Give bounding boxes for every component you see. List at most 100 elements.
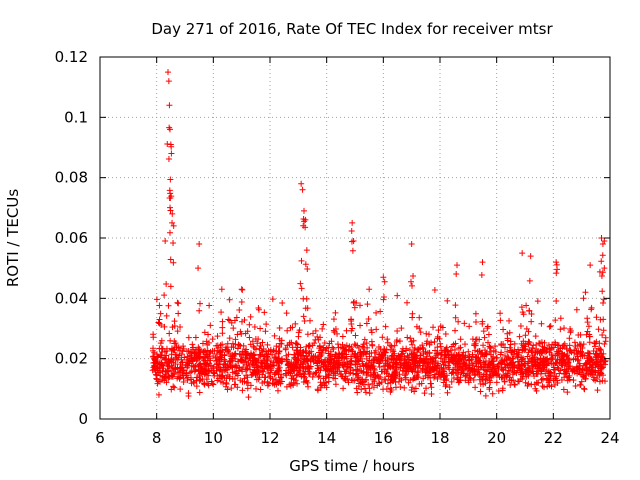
data-point xyxy=(154,365,161,372)
data-point xyxy=(343,351,350,358)
data-point xyxy=(356,302,363,309)
y-axis-label: ROTI / TECUs xyxy=(4,189,22,287)
data-point xyxy=(310,353,317,360)
data-point xyxy=(215,356,222,363)
data-point xyxy=(551,381,558,388)
data-point xyxy=(375,351,382,358)
data-point xyxy=(256,352,263,359)
data-point xyxy=(480,371,487,378)
data-point xyxy=(231,353,238,360)
data-point xyxy=(575,348,582,355)
data-point xyxy=(195,344,202,351)
data-point xyxy=(408,386,415,393)
data-point xyxy=(402,347,409,354)
data-point xyxy=(193,383,200,390)
data-point xyxy=(456,355,463,362)
data-point xyxy=(461,360,468,367)
data-point xyxy=(600,350,607,357)
data-point xyxy=(160,354,167,361)
data-point xyxy=(396,375,403,382)
data-point xyxy=(558,360,565,367)
data-point xyxy=(474,348,481,355)
data-point xyxy=(284,327,291,334)
data-point xyxy=(506,329,513,336)
data-point xyxy=(293,347,300,354)
data-point xyxy=(417,329,424,336)
data-point xyxy=(461,320,468,327)
data-point xyxy=(299,352,306,359)
data-point xyxy=(167,176,174,183)
data-point xyxy=(390,356,397,363)
data-point xyxy=(299,186,306,193)
data-point xyxy=(303,356,310,363)
data-point xyxy=(183,372,190,379)
data-point xyxy=(365,381,372,388)
data-point xyxy=(257,342,264,349)
data-point xyxy=(201,329,208,336)
data-point xyxy=(432,347,439,354)
data-point xyxy=(471,342,478,349)
data-point xyxy=(264,341,271,348)
data-point xyxy=(402,371,409,378)
data-point xyxy=(167,141,174,148)
data-point xyxy=(501,378,508,385)
data-point xyxy=(326,340,333,347)
data-point xyxy=(166,187,173,194)
data-point xyxy=(505,353,512,360)
data-point xyxy=(230,325,237,332)
data-point xyxy=(525,380,532,387)
data-point xyxy=(246,321,253,328)
data-point xyxy=(355,367,362,374)
data-point xyxy=(522,366,529,373)
data-point xyxy=(553,297,560,304)
data-point xyxy=(598,258,605,265)
data-point xyxy=(381,376,388,383)
data-point xyxy=(234,331,241,338)
data-point xyxy=(450,366,457,373)
data-point xyxy=(389,352,396,359)
data-point xyxy=(578,378,585,385)
data-point xyxy=(167,283,174,290)
data-point xyxy=(430,355,437,362)
data-point xyxy=(284,342,291,349)
data-point xyxy=(494,363,501,370)
data-point xyxy=(169,210,176,217)
data-point xyxy=(302,305,309,312)
data-point xyxy=(170,239,177,246)
data-point xyxy=(465,379,472,386)
data-point xyxy=(585,323,592,330)
data-point xyxy=(466,362,473,369)
data-point xyxy=(347,369,354,376)
data-point xyxy=(587,370,594,377)
data-point xyxy=(418,380,425,387)
data-point xyxy=(308,348,315,355)
data-point xyxy=(239,387,246,394)
data-point xyxy=(320,321,327,328)
data-point xyxy=(291,351,298,358)
data-point xyxy=(554,356,561,363)
data-point xyxy=(349,219,356,226)
data-point xyxy=(170,383,177,390)
data-point xyxy=(457,336,464,343)
data-point xyxy=(229,351,236,358)
data-point xyxy=(499,374,506,381)
data-point xyxy=(380,274,387,281)
data-point xyxy=(218,309,225,316)
data-point xyxy=(598,273,605,280)
data-point xyxy=(431,287,438,294)
data-point xyxy=(405,354,412,361)
data-point xyxy=(191,354,198,361)
data-point xyxy=(201,380,208,387)
data-point xyxy=(570,356,577,363)
data-point xyxy=(245,379,252,386)
data-point xyxy=(365,369,372,376)
data-point xyxy=(290,376,297,383)
data-point xyxy=(300,379,307,386)
data-point xyxy=(399,367,406,374)
y-tick-label: 0.06 xyxy=(55,229,88,247)
data-point xyxy=(561,325,568,332)
data-point xyxy=(570,377,577,384)
data-point xyxy=(304,379,311,386)
data-point xyxy=(486,348,493,355)
